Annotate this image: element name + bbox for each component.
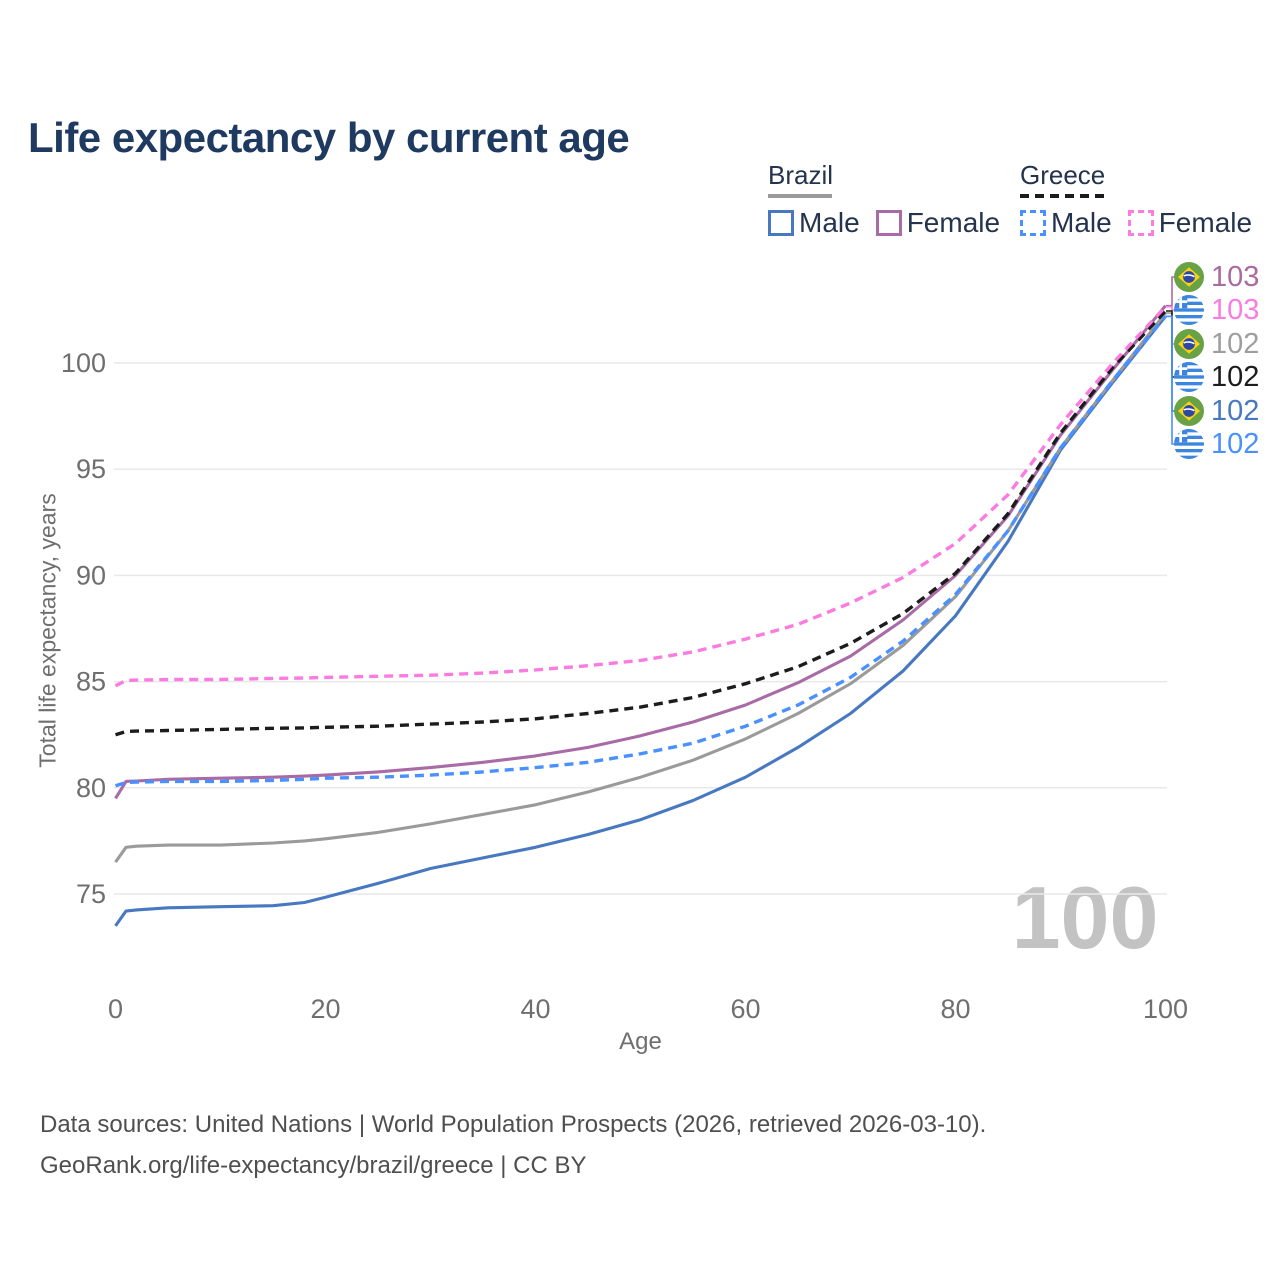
legend-underline-brazil-solid — [768, 194, 832, 198]
y-tick-75: 75 — [76, 879, 106, 909]
end-value: 102 — [1211, 428, 1260, 460]
chart-line-greece-total[interactable] — [115, 309, 1167, 737]
footer-attribution: GeoRank.org/life-expectancy/brazil/greec… — [40, 1152, 587, 1179]
legend-swatch-brazil-male — [768, 210, 794, 236]
legend-swatch-greece-female — [1127, 210, 1154, 236]
greece-flag-icon — [1174, 295, 1204, 325]
end-value: 102 — [1211, 361, 1260, 393]
hover-age-watermark: 100 — [1012, 868, 1159, 967]
legend-label-greece-male: Male — [1051, 207, 1112, 238]
end-label-greece-total[interactable]: 102 — [1174, 362, 1259, 392]
end-label-brazil-male[interactable]: 102 — [1174, 396, 1259, 426]
brazil-flag-icon — [1174, 262, 1204, 292]
y-axis-title: Total life expectancy, years — [34, 493, 61, 768]
legend-item-greece-female[interactable]: Female — [1127, 207, 1253, 239]
end-label-greece-female[interactable]: 103 — [1174, 295, 1259, 325]
x-tick-40: 40 — [520, 994, 550, 1024]
chart-line-greece-male[interactable] — [115, 315, 1167, 788]
legend-swatch-greece-male — [1020, 210, 1046, 236]
legend-header-greece[interactable]: Greece — [1020, 160, 1252, 198]
legend-group-brazil: Brazil Male Female — [768, 160, 1000, 239]
legend-item-brazil-male[interactable]: Male — [768, 207, 860, 239]
x-tick-60: 60 — [730, 994, 760, 1024]
end-label-brazil-female[interactable]: 103 — [1174, 262, 1259, 292]
greece-flag-icon — [1174, 429, 1204, 459]
x-tick-0: 0 — [108, 994, 123, 1024]
x-axis-title: Age — [619, 1028, 662, 1055]
legend-underline-greece-dashed — [1020, 194, 1106, 198]
chart-line-brazil-male[interactable] — [114, 315, 1167, 927]
legend-items-greece: Male Female — [1020, 207, 1252, 239]
end-label-greece-male[interactable]: 102 — [1174, 429, 1259, 459]
y-tick-80: 80 — [76, 773, 106, 803]
x-tick-100: 100 — [1143, 994, 1188, 1024]
y-tick-100: 100 — [61, 348, 106, 378]
chart-line-brazil-female[interactable] — [114, 304, 1167, 800]
x-tick-20: 20 — [310, 994, 340, 1024]
legend-item-brazil-female[interactable]: Female — [875, 207, 1001, 239]
legend-header-brazil[interactable]: Brazil — [768, 160, 1000, 198]
legend-items-brazil: Male Female — [768, 207, 1000, 239]
y-tick-90: 90 — [76, 560, 106, 590]
chart-line-brazil-total[interactable] — [114, 312, 1167, 863]
legend-group-greece: Greece Male Female — [1020, 160, 1252, 239]
x-tick-80: 80 — [940, 994, 970, 1024]
legend-header-brazil-label: Brazil — [768, 160, 834, 190]
brazil-flag-icon — [1174, 329, 1204, 359]
legend-label-brazil-male: Male — [799, 207, 860, 238]
end-value: 102 — [1211, 328, 1260, 360]
legend-label-brazil-female: Female — [906, 207, 1001, 238]
legend-item-greece-male[interactable]: Male — [1020, 207, 1112, 239]
greece-flag-icon — [1174, 362, 1204, 392]
footer-data-sources: Data sources: United Nations | World Pop… — [40, 1111, 987, 1138]
legend-header-greece-label: Greece — [1020, 160, 1106, 190]
end-value: 102 — [1211, 395, 1260, 427]
y-tick-85: 85 — [76, 667, 106, 697]
legend-swatch-brazil-female — [875, 210, 902, 236]
end-label-brazil-total[interactable]: 102 — [1174, 329, 1259, 359]
y-tick-95: 95 — [76, 454, 106, 484]
end-value: 103 — [1211, 294, 1260, 326]
brazil-flag-icon — [1174, 396, 1204, 426]
legend-label-greece-female: Female — [1158, 207, 1253, 238]
chart-line-greece-female[interactable] — [114, 305, 1167, 688]
end-value: 103 — [1211, 261, 1260, 293]
footer: Data sources: United Nations | World Pop… — [40, 1104, 986, 1186]
page-title: Life expectancy by current age — [28, 114, 630, 162]
